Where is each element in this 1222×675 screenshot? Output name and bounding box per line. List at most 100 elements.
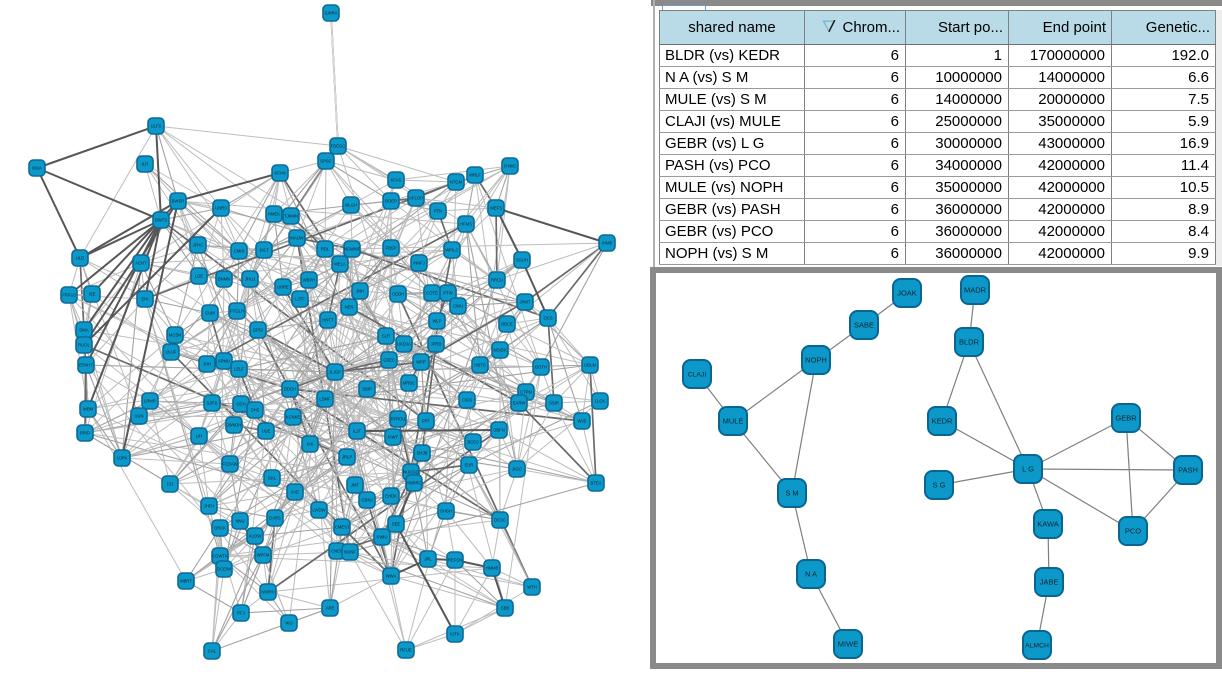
svg-text:GEBR: GEBR — [1115, 413, 1137, 422]
svg-text:S G: S G — [933, 480, 946, 489]
svg-text:JHH: JHH — [203, 362, 211, 367]
svg-text:IHMB: IHMB — [602, 241, 613, 246]
svg-text:WBM: WBM — [83, 407, 94, 412]
svg-text:FJJ: FJJ — [167, 482, 174, 487]
svg-text:NGWMF: NGWMF — [344, 247, 361, 252]
svg-text:IIJTK: IIJTK — [450, 632, 460, 637]
svg-text:WPFM: WPFM — [257, 553, 270, 558]
svg-text:LWDW: LWDW — [313, 508, 326, 513]
svg-text:UUE: UUE — [262, 429, 271, 434]
svg-text:NTGM: NTGM — [450, 180, 463, 185]
svg-text:PFROU: PFROU — [391, 417, 406, 422]
svg-text:ILWRA: ILWRA — [325, 11, 338, 16]
svg-text:ODDH: ODDH — [392, 292, 404, 297]
svg-text:PASH: PASH — [1178, 465, 1198, 474]
svg-text:MRBC: MRBC — [403, 381, 415, 386]
svg-text:GKL: GKL — [268, 476, 277, 481]
svg-text:L G: L G — [1022, 464, 1034, 473]
svg-text:DMA: DMA — [79, 328, 89, 333]
svg-text:FDEGC: FDEGC — [331, 144, 346, 149]
svg-text:ILJT: ILJT — [353, 429, 362, 434]
svg-text:BWTS: BWTS — [155, 218, 167, 223]
svg-text:DDGH: DDGH — [284, 387, 296, 392]
svg-text:JNH: JNH — [356, 289, 364, 294]
svg-text:IKIJ: IKIJ — [285, 621, 292, 626]
svg-text:SHJB: SHJB — [417, 451, 428, 456]
svg-text:MIWE: MIWE — [838, 639, 858, 648]
svg-text:HNTT: HNTT — [322, 318, 334, 323]
svg-text:JHUJ: JHUJ — [245, 277, 255, 282]
svg-text:LSMF: LSMF — [319, 397, 331, 402]
svg-text:ORCK: ORCK — [214, 526, 226, 531]
svg-text:SABE: SABE — [854, 320, 874, 329]
svg-text:WRLF: WRLF — [469, 173, 481, 178]
svg-text:ULUF: ULUF — [166, 350, 177, 355]
svg-text:CNEC: CNEC — [331, 549, 343, 554]
svg-text:BOTH: BOTH — [535, 365, 547, 370]
svg-text:HMMB: HMMB — [486, 566, 499, 571]
svg-text:SBB: SBB — [501, 606, 510, 611]
svg-text:SJPJI: SJPJI — [207, 401, 218, 406]
svg-text:DARS: DARS — [269, 516, 281, 521]
svg-text:SSIR: SSIR — [549, 401, 559, 406]
svg-text:JOAK: JOAK — [897, 288, 917, 297]
svg-text:JHFH: JHFH — [204, 504, 215, 509]
svg-text:GBNJ: GBNJ — [361, 498, 372, 503]
svg-text:JFHC: JFHC — [193, 243, 204, 248]
svg-text:OBFN: OBFN — [493, 428, 505, 433]
svg-text:HMEK: HMEK — [268, 212, 280, 217]
svg-text:UDLM: UDLM — [584, 363, 596, 368]
svg-text:IAK: IAK — [307, 442, 314, 447]
svg-text:DHS: DHS — [251, 408, 260, 413]
svg-text:IIAE: IIAE — [291, 490, 299, 495]
svg-text:WBPH: WBPH — [303, 278, 316, 283]
svg-text:N A: N A — [805, 569, 817, 578]
svg-text:DCEIW: DCEIW — [217, 567, 231, 572]
svg-text:CWU: CWU — [453, 304, 463, 309]
svg-text:BBCE: BBCE — [501, 322, 513, 327]
svg-text:WPILC: WPILC — [445, 248, 458, 253]
svg-text:RUOL: RUOL — [78, 343, 90, 348]
svg-text:JKLT: JKLT — [259, 248, 269, 253]
svg-text:HFMS: HFMS — [460, 222, 472, 227]
svg-text:LJTF: LJTF — [295, 297, 305, 302]
svg-text:CMIB: CMIB — [234, 249, 245, 254]
svg-text:FRFUJ: FRFUJ — [62, 293, 75, 298]
svg-text:CAL: CAL — [208, 649, 217, 654]
svg-text:CTPM: CTPM — [520, 390, 532, 395]
svg-text:AFLOP: AFLOP — [409, 196, 423, 201]
svg-text:EHI: EHI — [142, 297, 149, 302]
svg-text:NEN: NEN — [345, 305, 354, 310]
svg-text:NUCGG: NUCGG — [403, 470, 419, 475]
svg-text:UKDJA: UKDJA — [397, 342, 411, 347]
svg-text:LLCK: LLCK — [595, 399, 606, 404]
svg-text:RDL: RDL — [321, 247, 330, 252]
svg-text:EHDK: EHDK — [385, 494, 397, 499]
svg-text:BOEP: BOEP — [385, 199, 397, 204]
svg-text:NNU: NNU — [235, 519, 244, 524]
svg-text:PCO: PCO — [1125, 526, 1141, 535]
svg-text:CMESJ: CMESJ — [335, 525, 349, 530]
svg-text:LGE: LGE — [195, 274, 204, 279]
svg-text:EARW: EARW — [513, 401, 526, 406]
svg-text:CUM: CUM — [205, 311, 215, 316]
svg-text:KLOW: KLOW — [249, 534, 261, 539]
svg-text:JABE: JABE — [1040, 577, 1059, 586]
svg-text:WWA: WWA — [386, 574, 397, 579]
svg-text:KCNKE: KCNKE — [286, 415, 301, 420]
svg-text:NOPH: NOPH — [805, 355, 827, 364]
svg-text:NHPHI: NHPHI — [261, 590, 274, 595]
svg-text:GPGI: GPGI — [253, 328, 263, 333]
svg-text:REFSN: REFSN — [448, 558, 462, 563]
svg-text:MBRT: MBRT — [180, 579, 192, 584]
svg-text:JIGO: JIGO — [512, 467, 523, 472]
svg-text:MELA: MELA — [334, 262, 346, 267]
svg-text:OCS: OCS — [543, 316, 552, 321]
svg-text:JPMT: JPMT — [520, 300, 531, 305]
svg-text:APMU: APMU — [218, 359, 230, 364]
svg-text:MADR: MADR — [964, 285, 987, 294]
svg-text:UHRE: UHRE — [277, 285, 289, 290]
svg-text:JMT: JMT — [351, 483, 360, 488]
svg-text:KEDR: KEDR — [932, 416, 953, 425]
svg-text:ACHT: ACHT — [135, 261, 147, 266]
